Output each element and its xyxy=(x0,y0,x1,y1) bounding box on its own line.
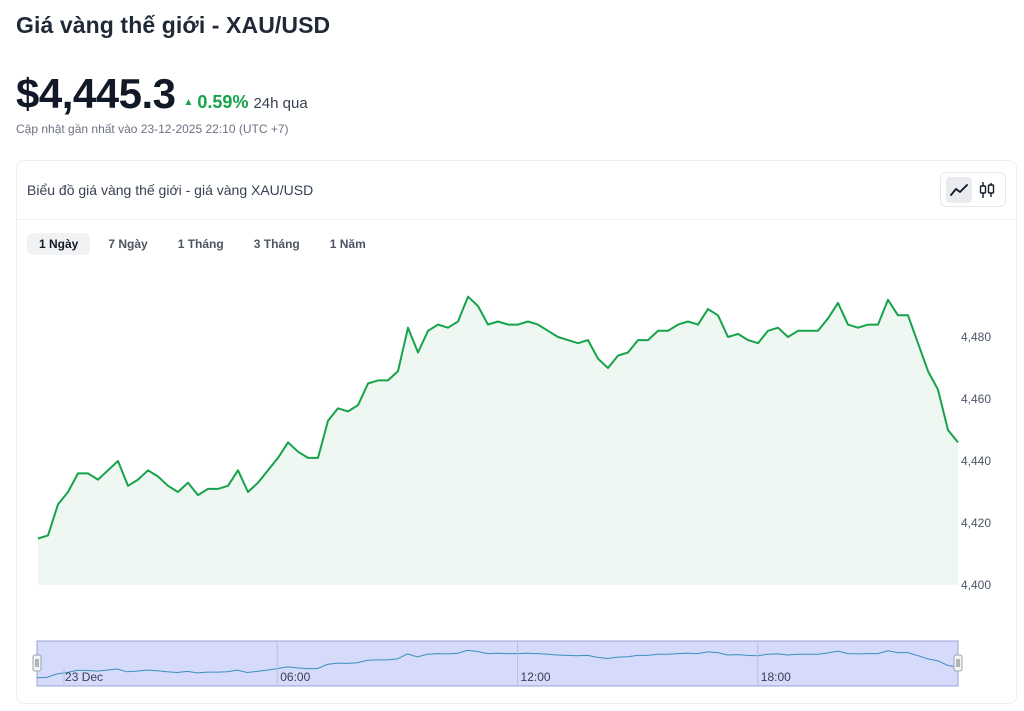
y-tick-label: 4,440 xyxy=(961,454,991,468)
tab-7-days[interactable]: 7 Ngày xyxy=(108,237,148,251)
tab-1-month[interactable]: 1 Tháng xyxy=(177,237,224,251)
candlestick-icon xyxy=(979,181,995,198)
tab-3-months[interactable]: 3 Tháng xyxy=(253,237,300,251)
y-tick-label: 4,400 xyxy=(961,578,991,592)
price-change: ▲ 0.59% 24h qua xyxy=(184,92,308,113)
chart-card: Biểu đồ giá vàng thế giới - giá vàng XAU… xyxy=(16,160,1017,704)
y-tick-label: 4,460 xyxy=(961,392,991,406)
navigator-right-handle[interactable] xyxy=(953,654,963,672)
line-chart-icon xyxy=(950,183,968,196)
navigator-time-label: 06:00 xyxy=(280,670,310,684)
line-chart-button[interactable] xyxy=(946,176,972,203)
up-arrow-icon: ▲ xyxy=(183,97,194,108)
navigator-time-label: 12:00 xyxy=(521,670,551,684)
y-axis: 4,400 4,420 4,440 4,460 4,480 xyxy=(961,330,991,592)
tab-1-year[interactable]: 1 Năm xyxy=(329,237,366,251)
navigator-time-label: 23 Dec xyxy=(65,670,103,684)
y-tick-label: 4,420 xyxy=(961,516,991,530)
navigator-left-handle[interactable] xyxy=(32,654,42,672)
candlestick-button[interactable] xyxy=(974,177,1000,203)
plot-area xyxy=(37,295,959,585)
price-area xyxy=(38,296,958,585)
navigator-series xyxy=(36,649,959,679)
last-updated: Cập nhật gần nhất vào 23-12-2025 22:10 (… xyxy=(16,122,289,136)
current-price: $4,445.3 xyxy=(16,70,176,117)
navigator-window xyxy=(36,640,959,687)
price-chart[interactable]: 4,400 4,420 4,440 4,460 4,480 23 Dec 06:00 12:… xyxy=(17,161,1016,703)
price-line xyxy=(37,295,959,540)
change-period: 24h qua xyxy=(253,95,308,112)
y-tick-label: 4,480 xyxy=(961,330,991,344)
change-percent: 0.59% xyxy=(197,92,249,112)
chart-title: Biểu đồ giá vàng thế giới - giá vàng XAU… xyxy=(27,182,314,198)
chart-type-toggle xyxy=(940,172,1006,207)
navigator-time-label: 18:00 xyxy=(761,670,791,684)
card-divider xyxy=(17,219,1016,220)
page-title: Giá vàng thế giới - XAU/USD xyxy=(16,12,331,38)
range-tabs: 1 Ngày 7 Ngày 1 Tháng 3 Tháng 1 Năm xyxy=(27,233,378,255)
price-row: $4,445.3 ▲ 0.59% 24h qua xyxy=(16,70,308,118)
tab-1-day[interactable]: 1 Ngày xyxy=(27,233,91,255)
range-navigator[interactable]: 23 Dec 06:00 12:00 18:00 xyxy=(32,640,963,687)
